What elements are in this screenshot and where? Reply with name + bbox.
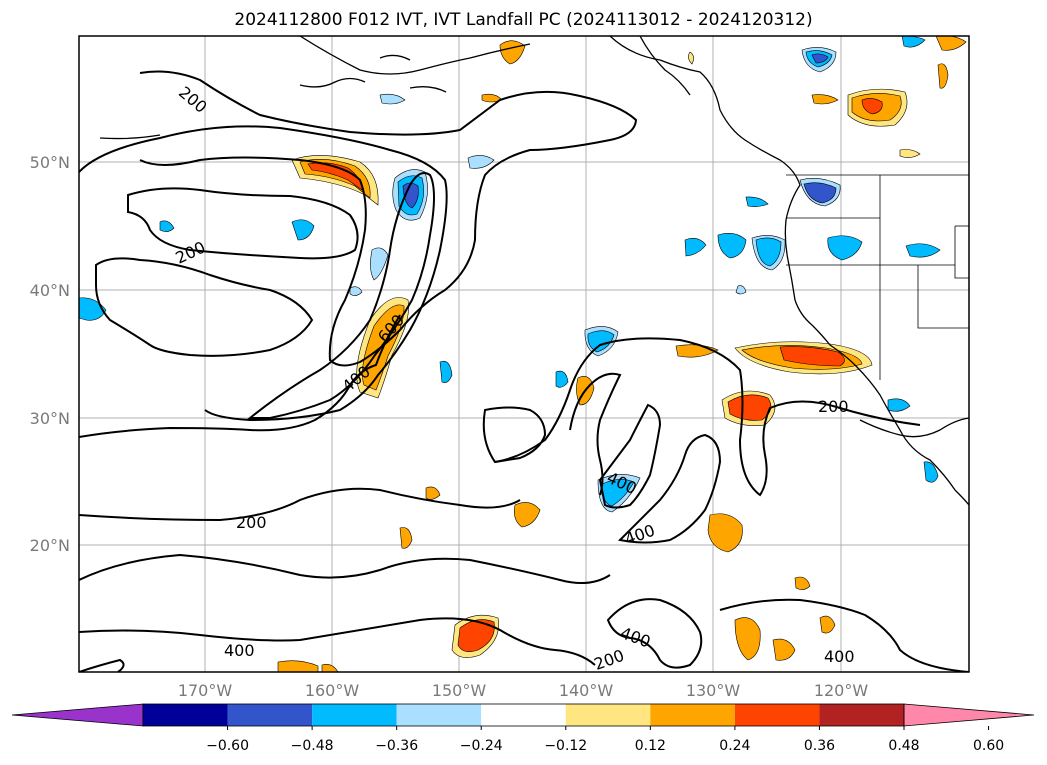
colorbar-cell <box>650 704 735 726</box>
colorbar: −0.60 −0.48 −0.36 −0.24 −0.12 0.12 0.24 0.36 0.4… <box>11 703 1035 754</box>
colorbar-cell <box>819 704 904 726</box>
contour-label: 200 <box>818 397 849 416</box>
contour-label: 200 <box>236 513 267 532</box>
colorbar-cells <box>11 703 1035 727</box>
colorbar-cell <box>481 704 566 726</box>
lon-label-150w: 150°W <box>432 681 487 700</box>
lon-label-140w: 140°W <box>559 681 614 700</box>
colorbar-cell <box>396 704 482 726</box>
colorbar-frame <box>142 703 905 727</box>
contour-label: 400 <box>824 647 855 666</box>
lon-label-130w: 130°W <box>686 681 741 700</box>
colorbar-tick-label: −0.48 <box>291 738 334 754</box>
negative-probability-fills <box>79 36 941 513</box>
colorbar-tick-label: 0.60 <box>973 738 1004 754</box>
colorbar-cell <box>143 704 228 726</box>
colorbar-tick-label: 0.24 <box>719 738 750 754</box>
colorbar-cell <box>227 704 313 726</box>
lon-label-120w: 120°W <box>814 681 869 700</box>
colorbar-cell <box>734 704 820 726</box>
contour-label: 400 <box>224 641 255 660</box>
state-borders <box>786 174 969 380</box>
lon-label-170w: 170°W <box>178 681 233 700</box>
colorbar-extend-low <box>11 703 144 727</box>
colorbar-tick-label: −0.60 <box>206 738 249 754</box>
lat-label-50n: 50°N <box>30 153 70 172</box>
latitude-labels: 50°N 40°N 30°N 20°N <box>30 153 70 555</box>
colorbar-tick-label: 0.12 <box>635 738 666 754</box>
map-frame <box>78 35 970 673</box>
colorbar-tick-label: −0.24 <box>460 738 503 754</box>
colorbar-tick-label: −0.36 <box>375 738 418 754</box>
lat-label-40n: 40°N <box>30 281 70 300</box>
lat-label-20n: 20°N <box>30 536 70 555</box>
coastlines <box>99 36 969 506</box>
gridlines <box>79 36 969 672</box>
longitude-labels: 170°W 160°W 150°W 140°W 130°W 120°W <box>178 681 869 700</box>
colorbar-cell <box>312 704 397 726</box>
lon-label-160w: 160°W <box>305 681 360 700</box>
colorbar-tick-label: 0.36 <box>804 738 835 754</box>
colorbar-extend-high <box>903 703 1035 727</box>
colorbar-tick-label: 0.48 <box>888 738 919 754</box>
map-title: 2024112800 F012 IVT, IVT Landfall PC (20… <box>234 10 813 30</box>
colorbar-ticks: −0.60 −0.48 −0.36 −0.24 −0.12 0.12 0.24 0.36 0.4… <box>206 726 1004 754</box>
colorbar-tick-label: −0.12 <box>544 738 587 754</box>
ivt-contours <box>79 70 969 672</box>
lat-label-30n: 30°N <box>30 409 70 428</box>
colorbar-cell <box>565 704 651 726</box>
